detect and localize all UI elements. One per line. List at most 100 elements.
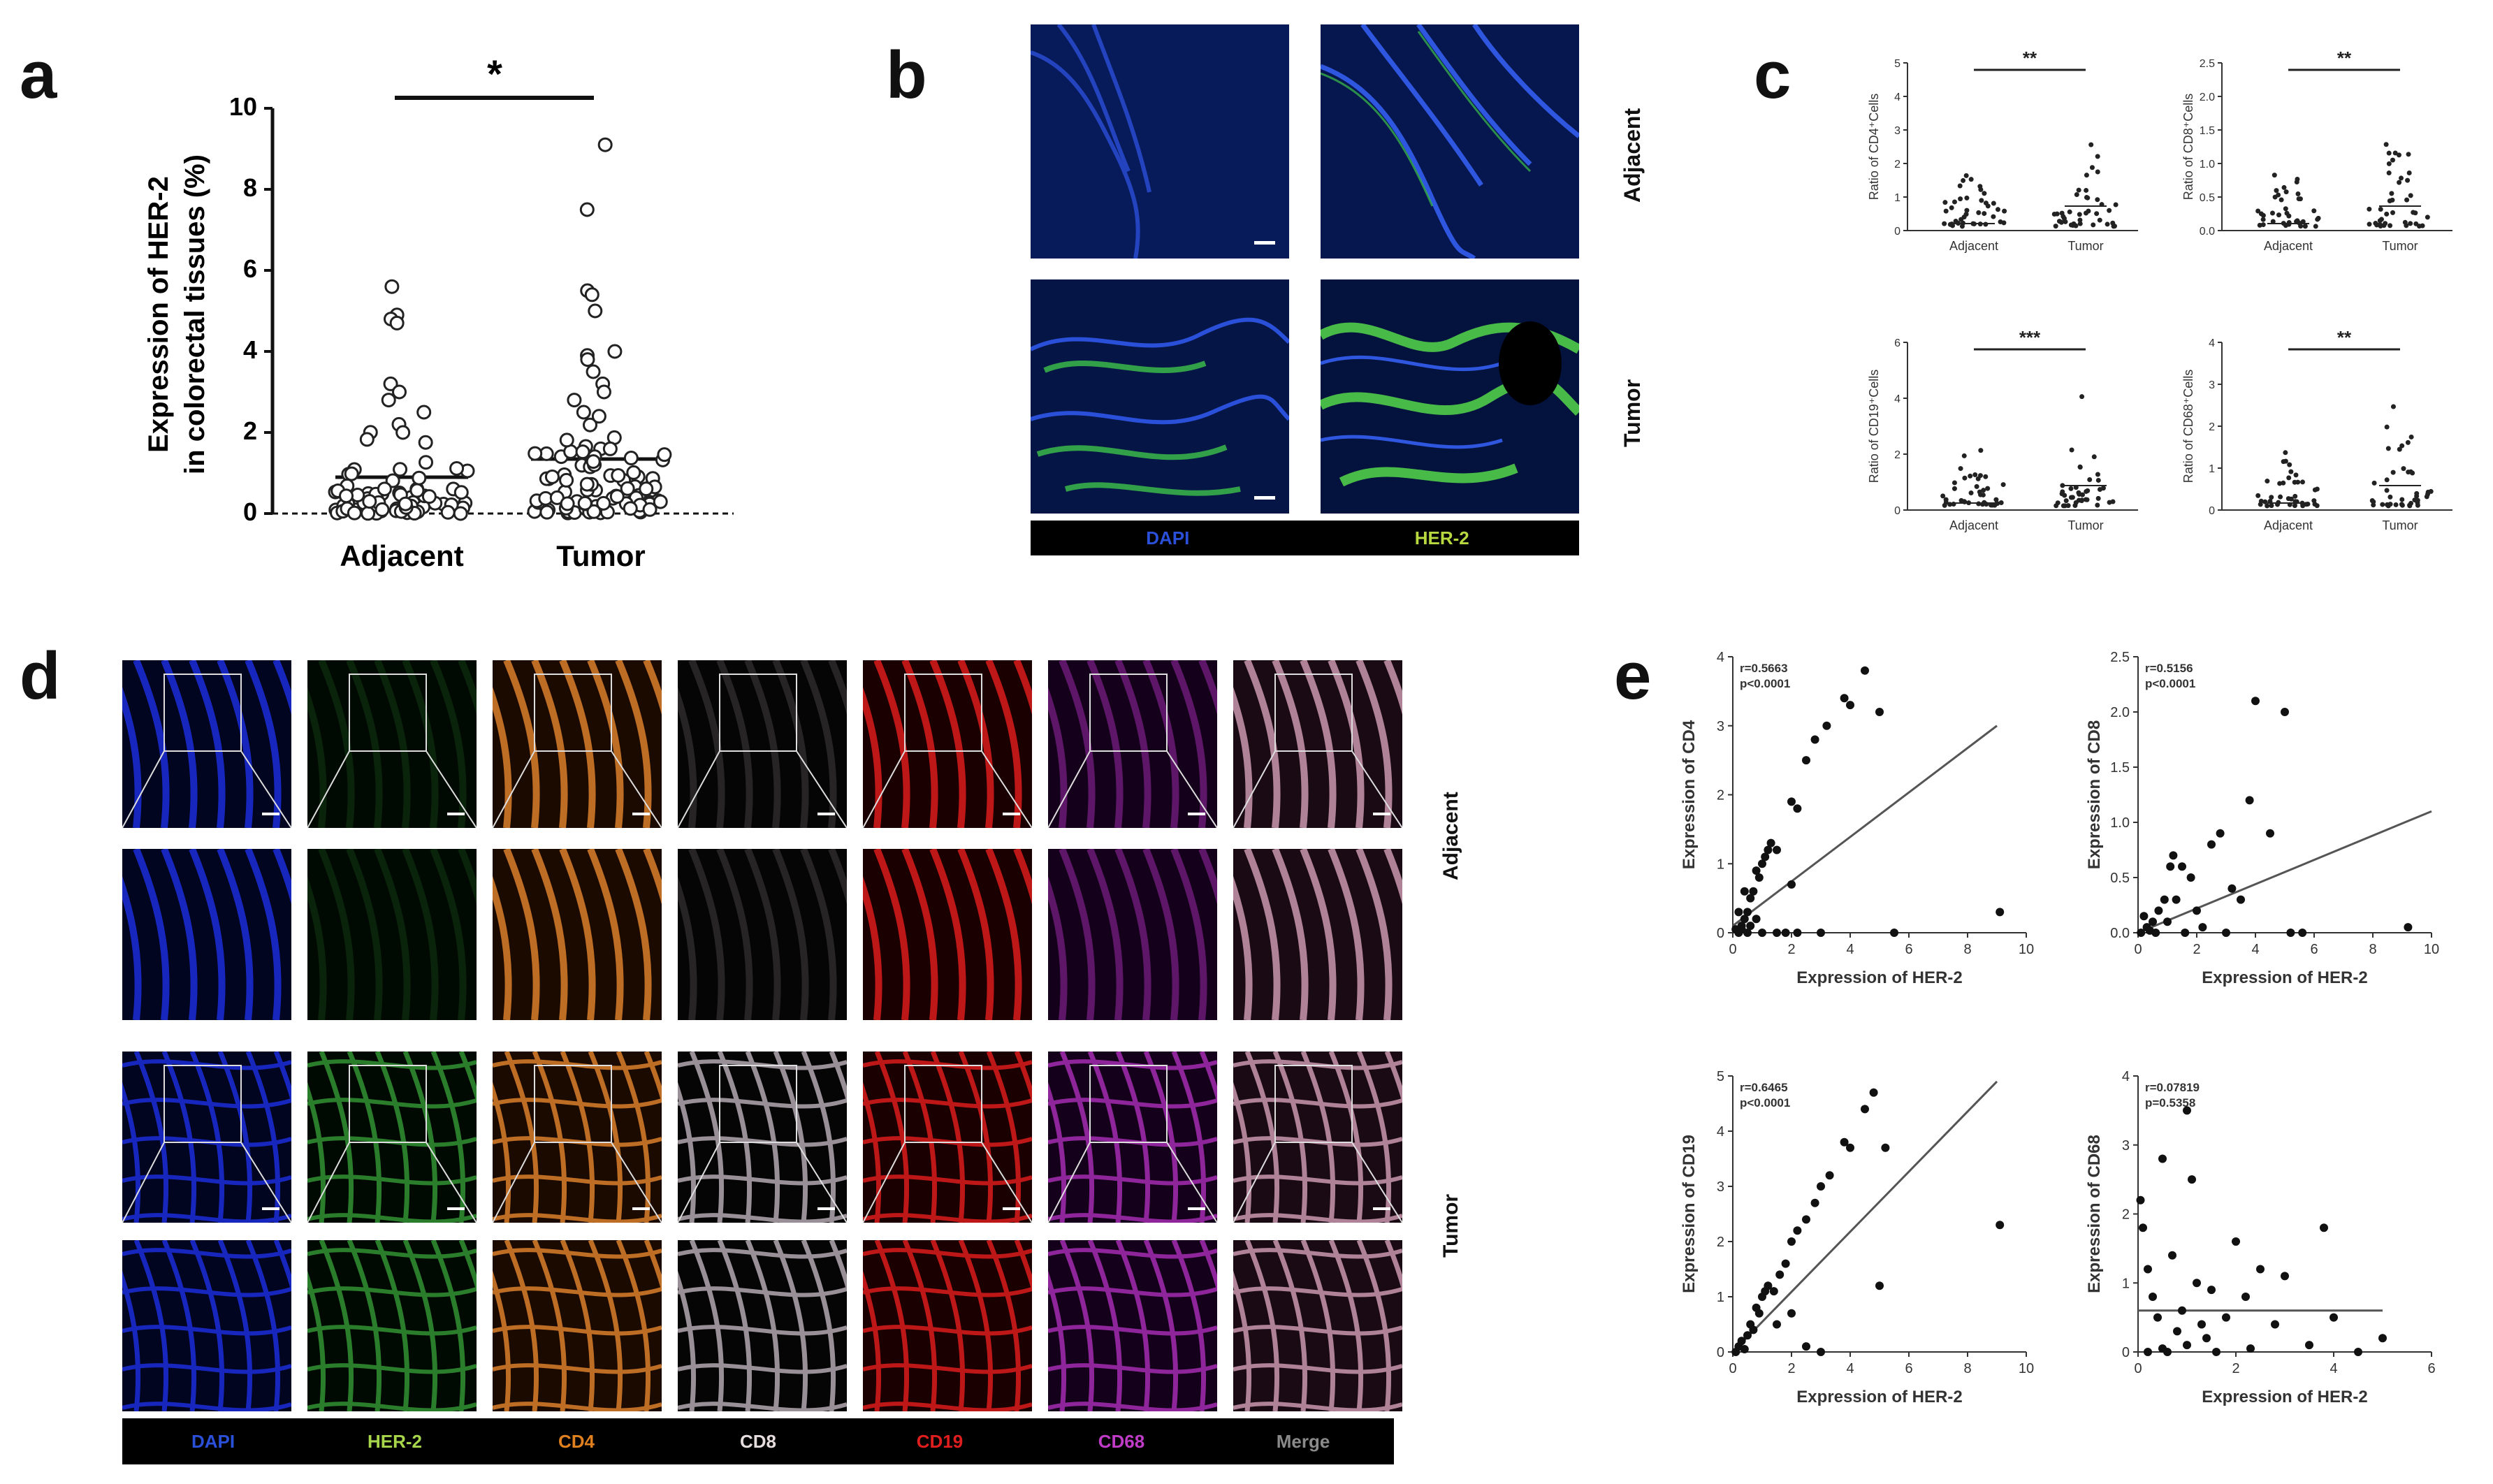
panel-c-point bbox=[2079, 497, 2085, 503]
panel-c-ytick: 2 bbox=[2209, 421, 2215, 433]
panel-d-image-tile bbox=[493, 849, 662, 1020]
panel-a-point bbox=[639, 481, 654, 497]
panel-d-image-tile bbox=[1233, 660, 1402, 828]
panel-c-ytick: 3 bbox=[2209, 379, 2215, 391]
panel-c-point bbox=[2270, 219, 2276, 224]
legend-her2: HER-2 bbox=[367, 1430, 422, 1452]
scatter-point bbox=[2246, 1344, 2255, 1353]
scatter-point bbox=[1773, 845, 1781, 854]
panel-c-ytick: 2 bbox=[1894, 449, 1900, 461]
panel-c-point bbox=[2287, 462, 2292, 467]
correlation-r: r=0.6465 bbox=[1740, 1081, 1788, 1094]
panel-c-point bbox=[2286, 213, 2292, 219]
panel-c-point bbox=[1947, 502, 1953, 507]
scatter-point bbox=[2149, 917, 2157, 926]
legend-dapi: DAPI bbox=[191, 1430, 235, 1452]
panel-c-point bbox=[2295, 479, 2301, 485]
x-tick-label: 4 bbox=[2330, 1361, 2337, 1376]
scatter-point bbox=[1802, 1342, 1810, 1351]
panel-c-point bbox=[2378, 206, 2383, 212]
panel-c-point bbox=[2404, 197, 2410, 203]
panel-c-point bbox=[2058, 219, 2064, 225]
panel-c-point bbox=[2399, 175, 2404, 181]
scatter-point bbox=[1802, 756, 1810, 765]
panel-d-image-tile bbox=[678, 1240, 847, 1411]
panel-a-point bbox=[409, 483, 425, 498]
scatter-point bbox=[2227, 884, 2237, 893]
panel-c-point bbox=[2369, 498, 2375, 504]
x-tick-label: 0 bbox=[2134, 942, 2142, 957]
panel-c-point bbox=[2276, 212, 2282, 218]
panel-a-points bbox=[328, 137, 672, 521]
panel-label-d: d bbox=[20, 639, 61, 713]
scatter-point bbox=[1793, 804, 1802, 813]
panel-c-point bbox=[2413, 221, 2419, 226]
x-tick-label: 0 bbox=[2134, 1361, 2142, 1376]
scatter-point bbox=[1734, 908, 1743, 917]
panel-c-point bbox=[2367, 221, 2372, 227]
panel-b-legend: DAPI HER-2 bbox=[1031, 521, 1579, 555]
panel-a-point bbox=[580, 352, 595, 368]
panel-c-point bbox=[2405, 177, 2411, 183]
scatter-point bbox=[2188, 1175, 2196, 1184]
scatter-point bbox=[1752, 866, 1761, 875]
panel-c-point bbox=[2089, 165, 2095, 170]
panel-c-ytick: 1 bbox=[1894, 192, 1900, 204]
panel-c-point bbox=[2283, 450, 2288, 456]
panel-a-point bbox=[389, 315, 405, 330]
correlation-r: r=0.5663 bbox=[1740, 662, 1788, 675]
panel-c-point bbox=[2420, 223, 2425, 228]
panel-a-ytick: 6 bbox=[243, 254, 257, 283]
panel-a-point bbox=[575, 444, 590, 460]
panel-c-point bbox=[2084, 195, 2089, 201]
panel-c-point bbox=[2055, 500, 2060, 506]
panel-c-point bbox=[2406, 170, 2412, 176]
panel-c-point bbox=[2397, 180, 2402, 185]
scatter-point bbox=[2241, 1293, 2250, 1301]
scatter-point bbox=[2149, 1293, 2157, 1301]
panel-c-point bbox=[2077, 212, 2082, 217]
panel-c-point bbox=[2294, 180, 2299, 185]
panel-c-point bbox=[2094, 211, 2100, 217]
scatter-point bbox=[1996, 908, 2005, 917]
scatter-point bbox=[1825, 1171, 1834, 1180]
panel-c-point bbox=[2399, 497, 2405, 502]
panel-c-point bbox=[2300, 219, 2306, 224]
correlation-p: p<0.0001 bbox=[1740, 677, 1790, 690]
panel-c-point bbox=[2313, 224, 2318, 229]
panel-c-point bbox=[2295, 191, 2301, 196]
panel-d-image-tile bbox=[863, 1240, 1032, 1411]
panel-d-image-tile bbox=[122, 1240, 291, 1411]
panel-a-point bbox=[384, 279, 400, 294]
scatter-point bbox=[1746, 894, 1755, 903]
panel-d-image-tile bbox=[122, 849, 291, 1020]
scatter-point bbox=[1787, 797, 1796, 806]
panel-d-grid bbox=[122, 660, 1402, 1415]
panel-a-point bbox=[596, 495, 611, 511]
scatter-point bbox=[1758, 859, 1766, 868]
panel-c-ylabel: Ratio of CD4⁺Cells bbox=[1867, 94, 1881, 201]
panel-a-point bbox=[579, 202, 595, 217]
x-tick-label: 10 bbox=[2019, 1361, 2034, 1376]
panel-c-point bbox=[2085, 488, 2091, 493]
panel-c-point bbox=[1981, 488, 1986, 493]
x-tick-label: 2 bbox=[1787, 1361, 1795, 1376]
scatter-point bbox=[2136, 1195, 2145, 1205]
scatter-point bbox=[1861, 666, 1869, 675]
panel-c-ylabel: Ratio of CD19⁺Cells bbox=[1867, 370, 1881, 483]
panel-c-point bbox=[2386, 161, 2392, 166]
panel-c-point bbox=[1942, 200, 1948, 205]
scatter-point bbox=[2202, 1334, 2211, 1343]
panel-c-xtick: Adjacent bbox=[2264, 518, 2313, 532]
panel-b-adjacent-her2 bbox=[1321, 24, 1579, 259]
correlation-p: p=0.5358 bbox=[2145, 1096, 2195, 1110]
scatter-point bbox=[1740, 915, 1749, 924]
panel-d-image-tile bbox=[307, 1240, 477, 1411]
y-tick-label: 0 bbox=[2122, 1345, 2130, 1360]
panel-c-point bbox=[2054, 211, 2060, 217]
panel-a-point bbox=[361, 506, 376, 521]
panel-d-image-tile bbox=[863, 1052, 1032, 1223]
scatter-point bbox=[2271, 1320, 2279, 1329]
panel-c-point bbox=[1949, 205, 1954, 210]
panel-d-legend: DAPI HER-2 CD4 CD8 CD19 CD68 Merge bbox=[122, 1418, 1394, 1464]
